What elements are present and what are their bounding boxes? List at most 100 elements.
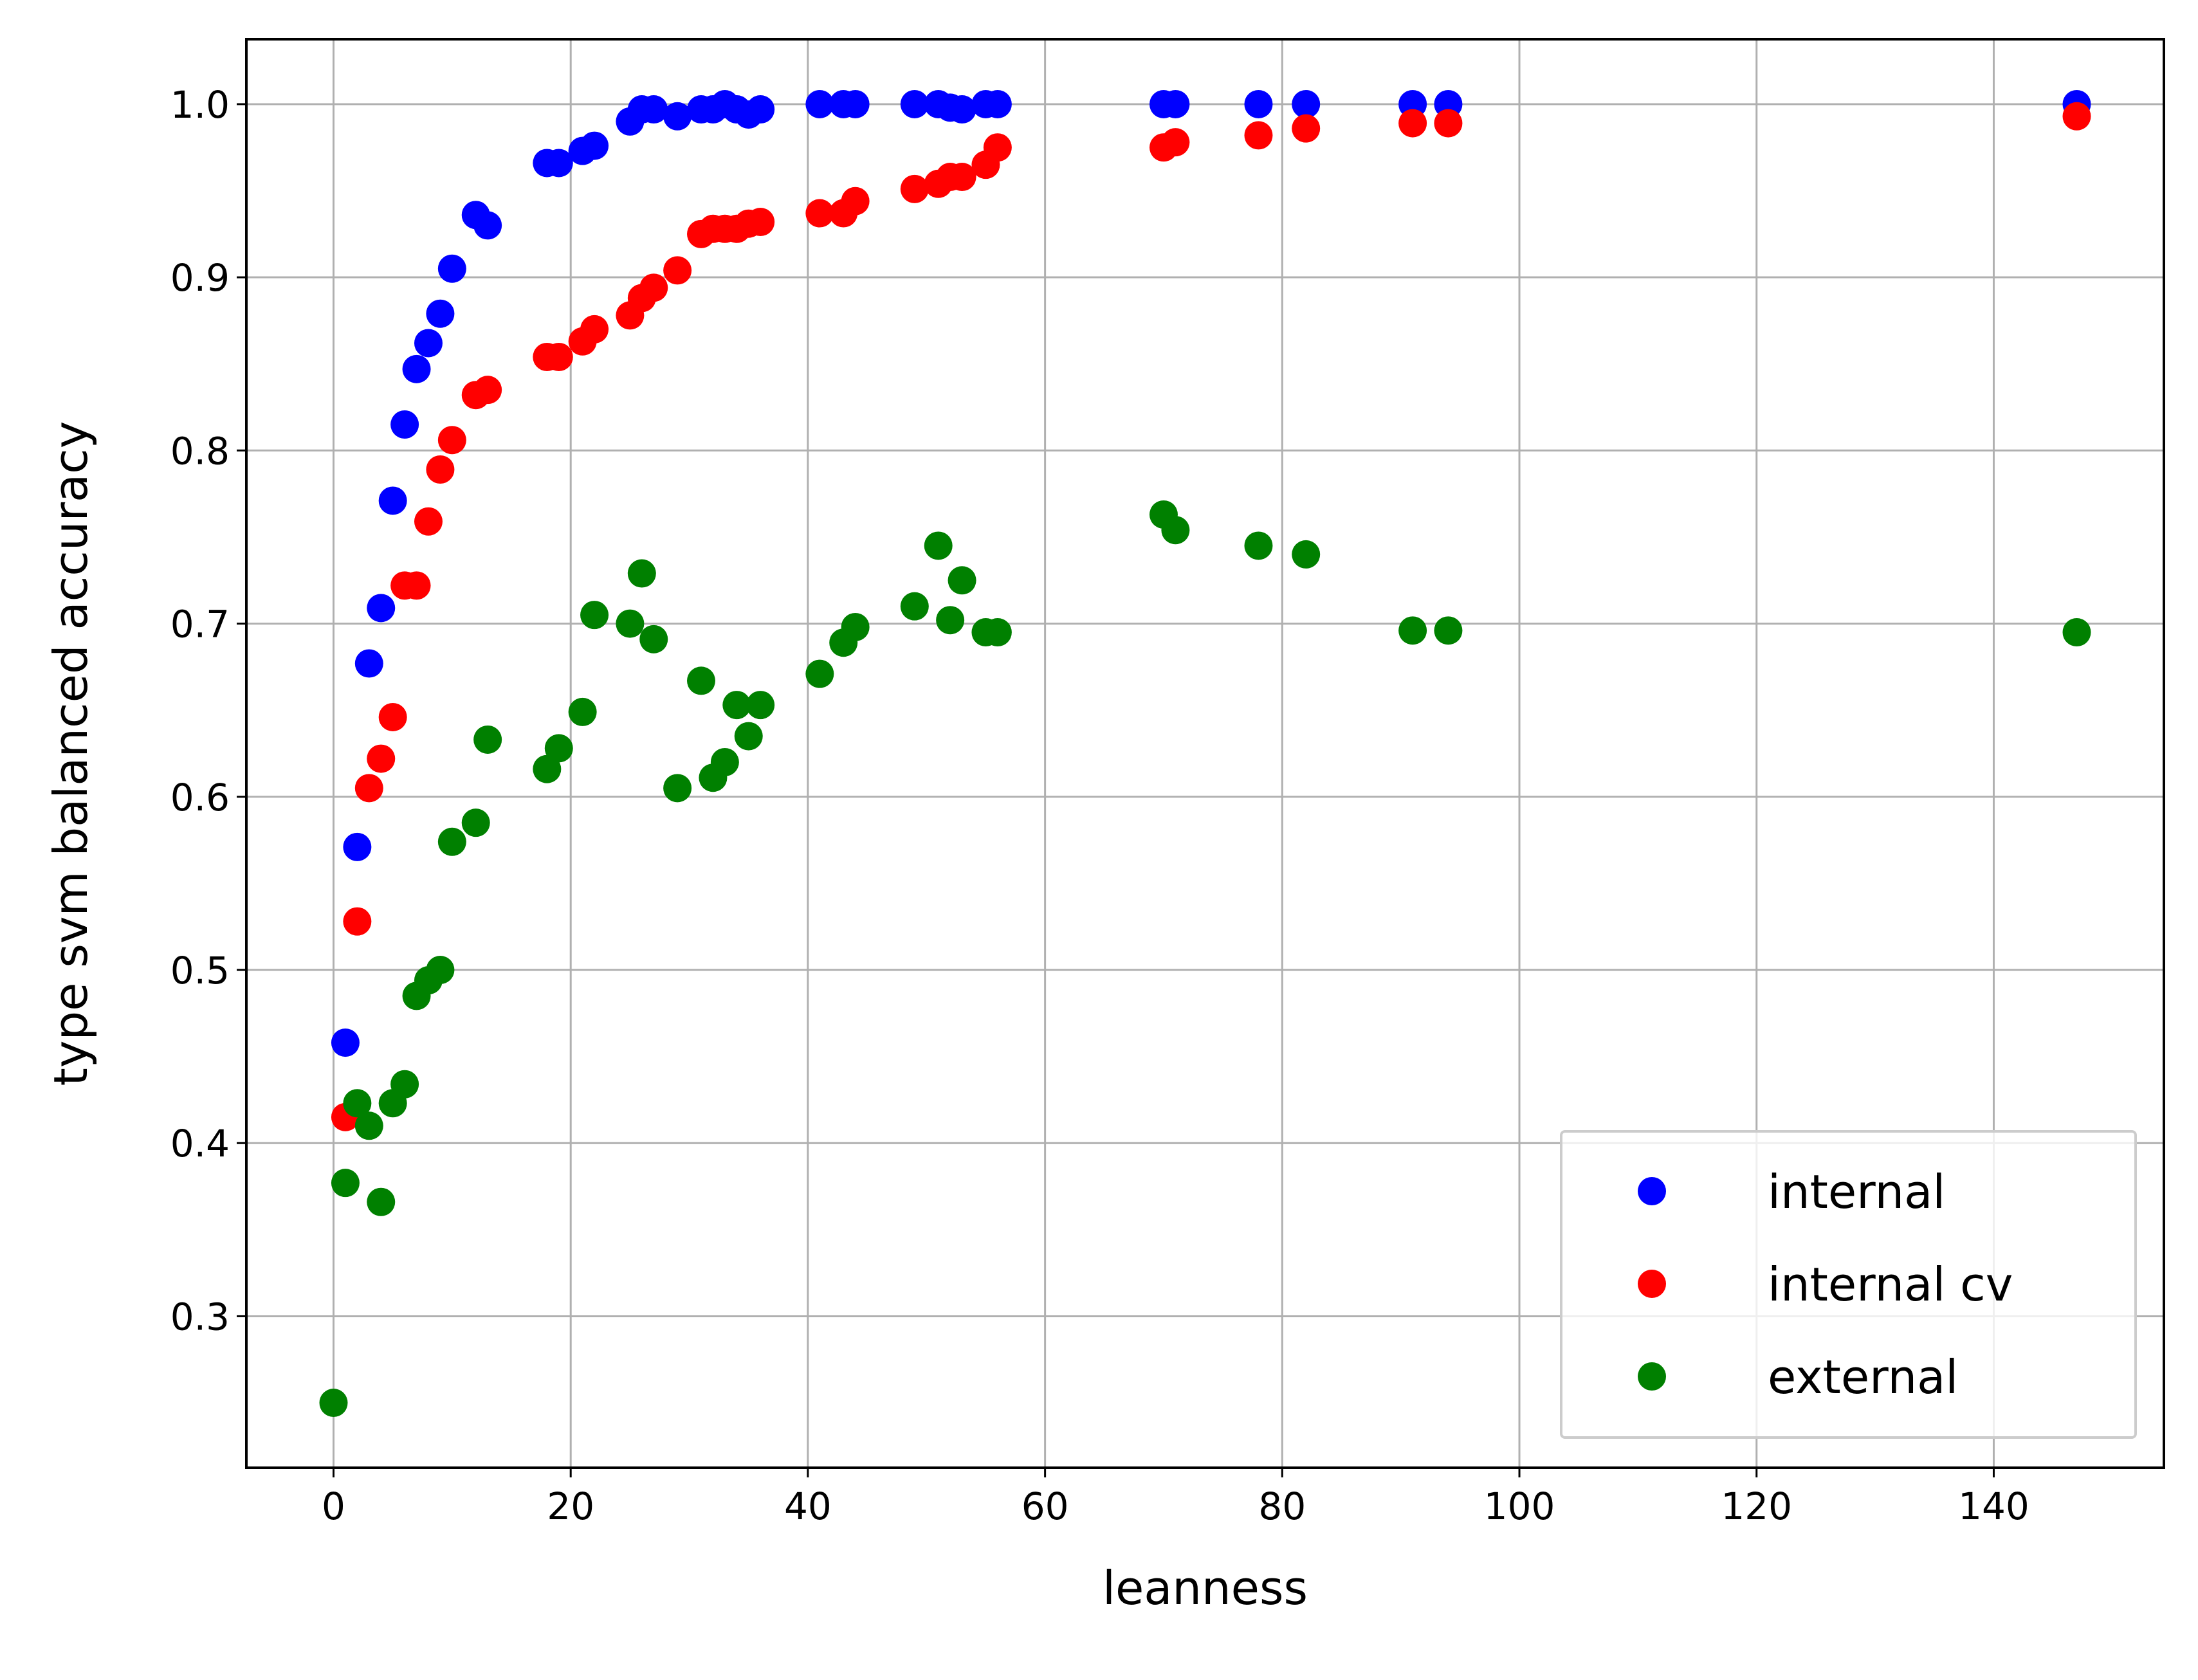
legend-label: internal — [1768, 1165, 1945, 1219]
data-point — [841, 612, 870, 641]
data-point — [1434, 109, 1463, 138]
data-point — [746, 691, 775, 720]
x-axis-label: leanness — [1103, 1561, 1308, 1615]
data-point — [805, 89, 834, 118]
y-tick-label: 0.5 — [170, 949, 230, 992]
data-point — [900, 89, 929, 118]
data-point — [983, 618, 1012, 647]
data-point — [426, 299, 455, 328]
data-point — [805, 659, 834, 688]
data-point — [354, 1111, 383, 1140]
x-tick-label: 100 — [1484, 1484, 1555, 1528]
data-point — [580, 601, 609, 630]
x-tick-label: 60 — [1021, 1484, 1069, 1528]
y-tick-label: 0.3 — [170, 1295, 230, 1338]
legend-marker — [1638, 1270, 1666, 1298]
data-point — [663, 256, 692, 285]
y-tick-label: 0.4 — [170, 1122, 230, 1165]
data-point — [627, 559, 656, 588]
data-point — [544, 734, 573, 763]
data-point — [331, 1169, 360, 1198]
data-point — [805, 199, 834, 228]
x-tick-label: 80 — [1258, 1484, 1306, 1528]
data-point — [983, 133, 1012, 162]
legend-marker — [1638, 1362, 1666, 1391]
data-point — [402, 354, 431, 383]
data-point — [1398, 109, 1427, 138]
data-point — [1434, 616, 1463, 645]
data-point — [414, 329, 443, 358]
data-point — [367, 594, 396, 623]
data-point — [473, 376, 502, 405]
data-point — [734, 722, 763, 751]
data-point — [1244, 89, 1273, 118]
data-point — [473, 211, 502, 240]
data-point — [900, 592, 929, 621]
series-internal — [331, 89, 2091, 1057]
data-point — [319, 1389, 348, 1418]
data-point — [354, 774, 383, 803]
data-point — [343, 832, 372, 861]
data-point — [390, 410, 419, 439]
data-point — [616, 609, 645, 638]
data-point — [437, 827, 466, 856]
data-point — [2062, 102, 2091, 131]
data-point — [544, 149, 573, 178]
data-point — [924, 531, 953, 560]
data-point — [639, 625, 668, 653]
x-tick-label: 0 — [322, 1484, 345, 1528]
data-point — [1292, 114, 1321, 143]
data-point — [663, 102, 692, 131]
y-tick-label: 0.7 — [170, 603, 230, 646]
data-point — [354, 649, 383, 678]
data-point — [1292, 89, 1321, 118]
y-tick-label: 0.9 — [170, 256, 230, 300]
x-tick-label: 40 — [784, 1484, 832, 1528]
data-point — [568, 697, 597, 726]
legend: internal internal cv external — [1560, 1130, 2137, 1439]
data-point — [378, 486, 407, 515]
data-point — [437, 254, 466, 283]
data-point — [367, 1187, 396, 1216]
legend-box — [1560, 1130, 2137, 1439]
data-point — [900, 174, 929, 203]
data-point — [639, 273, 668, 302]
data-point — [402, 571, 431, 600]
data-point — [1398, 616, 1427, 645]
data-point — [722, 691, 751, 720]
data-point — [544, 343, 573, 372]
plot-frame — [245, 38, 2165, 1469]
data-point — [580, 131, 609, 160]
series-external — [319, 500, 2091, 1418]
data-point — [1244, 531, 1273, 560]
data-point — [390, 1070, 419, 1099]
data-point — [378, 702, 407, 731]
x-tick-label: 140 — [1958, 1484, 2029, 1528]
data-point — [639, 95, 668, 124]
data-point — [983, 89, 1012, 118]
data-point — [686, 666, 715, 695]
data-point — [437, 426, 466, 455]
data-point — [533, 754, 562, 783]
data-point — [746, 208, 775, 237]
data-point — [1292, 540, 1321, 569]
data-point — [343, 907, 372, 936]
data-point — [936, 606, 965, 635]
legend-marker — [1638, 1177, 1666, 1205]
data-point — [841, 89, 870, 118]
data-point — [426, 455, 455, 484]
data-point — [663, 774, 692, 803]
data-point — [1161, 516, 1190, 545]
data-point — [343, 1089, 372, 1118]
data-point — [746, 95, 775, 124]
data-point — [473, 725, 502, 754]
data-point — [367, 744, 396, 773]
data-point — [331, 1028, 360, 1057]
data-point — [2062, 618, 2091, 647]
data-point — [948, 163, 976, 192]
data-points — [319, 89, 2091, 1418]
series-internal-cv — [331, 102, 2091, 1131]
y-tick-label: 0.8 — [170, 429, 230, 473]
